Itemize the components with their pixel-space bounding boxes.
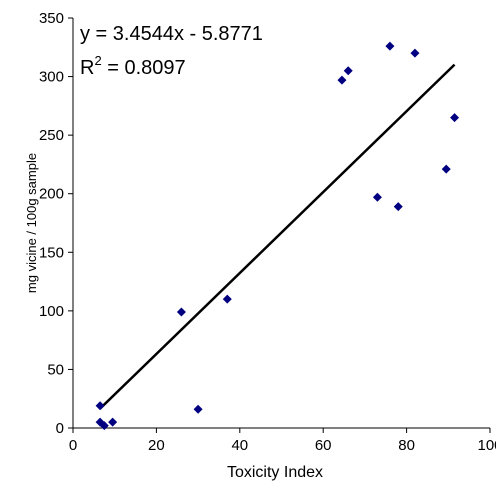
y-tick-label: 0 bbox=[56, 420, 64, 437]
trendline-equation: y = 3.4544x - 5.8771 bbox=[80, 23, 263, 45]
r-squared-superscript: 2 bbox=[94, 53, 101, 68]
x-tick-label: 80 bbox=[398, 437, 415, 454]
x-tick-label: 60 bbox=[315, 437, 332, 454]
x-tick-label: 100 bbox=[477, 437, 496, 454]
y-tick-label: 250 bbox=[39, 127, 64, 144]
data-point bbox=[95, 401, 105, 411]
data-point bbox=[372, 192, 382, 202]
data-point bbox=[410, 48, 420, 58]
trendline-layer bbox=[99, 63, 456, 410]
y-tick-label: 200 bbox=[39, 186, 64, 203]
data-point bbox=[99, 421, 109, 431]
data-points bbox=[95, 41, 460, 431]
y-tick-label: 50 bbox=[47, 361, 64, 378]
data-point bbox=[222, 294, 232, 304]
data-point bbox=[337, 75, 347, 85]
y-tick-label: 150 bbox=[39, 244, 64, 261]
y-tick-label: 300 bbox=[39, 69, 64, 86]
r-squared-label: R2 = 0.8097 bbox=[80, 53, 186, 79]
y-ticks: 0 50 100 150 200 250 300 350 bbox=[39, 10, 73, 437]
trendline bbox=[99, 63, 456, 410]
y-tick-label: 350 bbox=[39, 10, 64, 27]
data-point bbox=[393, 202, 403, 212]
x-tick-label: 0 bbox=[69, 437, 77, 454]
x-tick-label: 40 bbox=[231, 437, 248, 454]
x-ticks: 0 20 40 60 80 100 bbox=[69, 428, 496, 454]
data-point bbox=[193, 404, 203, 414]
data-point bbox=[385, 41, 395, 51]
x-axis-title: Toxicity Index bbox=[227, 464, 323, 481]
data-point bbox=[441, 164, 451, 174]
y-axis-title: mg vicine / 100g sample bbox=[24, 153, 39, 293]
data-point bbox=[343, 66, 353, 76]
data-point bbox=[176, 307, 186, 317]
x-tick-label: 20 bbox=[148, 437, 165, 454]
data-point bbox=[450, 113, 460, 123]
data-point bbox=[108, 417, 118, 427]
r-squared-prefix: R bbox=[80, 57, 94, 79]
r-squared-value: = 0.8097 bbox=[102, 57, 186, 79]
y-tick-label: 100 bbox=[39, 303, 64, 320]
